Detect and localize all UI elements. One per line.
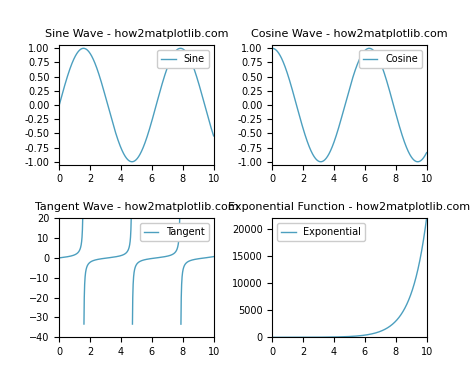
Sine xyxy=(132,159,137,163)
Tangent xyxy=(206,255,212,260)
Cosine xyxy=(277,53,283,58)
Cosine xyxy=(419,157,425,162)
Cosine xyxy=(318,160,324,164)
Title: Tangent Wave - how2matplotlib.com: Tangent Wave - how2matplotlib.com xyxy=(35,202,238,212)
Sine xyxy=(56,103,62,107)
Cosine xyxy=(391,104,397,109)
Tangent xyxy=(56,255,62,260)
Tangent xyxy=(206,255,212,260)
Sine xyxy=(64,75,70,80)
Cosine xyxy=(340,109,346,114)
Exponential xyxy=(269,335,275,340)
Title: Cosine Wave - how2matplotlib.com: Cosine Wave - how2matplotlib.com xyxy=(251,29,448,39)
Legend: Exponential: Exponential xyxy=(277,223,365,241)
Tangent xyxy=(64,255,70,259)
Exponential xyxy=(391,321,397,325)
Sine xyxy=(129,160,135,164)
Sine xyxy=(128,159,133,164)
Exponential xyxy=(419,246,425,251)
Legend: Tangent: Tangent xyxy=(140,223,209,241)
Legend: Cosine: Cosine xyxy=(359,50,422,68)
Tangent xyxy=(211,254,217,259)
Line: Cosine: Cosine xyxy=(272,48,427,162)
Exponential xyxy=(345,334,350,339)
Exponential xyxy=(340,335,346,339)
Sine xyxy=(211,134,217,138)
Exponential xyxy=(424,216,429,220)
Sine xyxy=(206,119,212,124)
Line: Sine: Sine xyxy=(59,48,214,162)
Cosine xyxy=(419,157,425,162)
Tangent xyxy=(131,268,137,273)
Tangent xyxy=(128,238,133,242)
Legend: Sine: Sine xyxy=(157,50,209,68)
Cosine xyxy=(424,150,429,155)
Exponential xyxy=(277,335,283,340)
Exponential xyxy=(419,246,425,251)
Cosine xyxy=(345,94,350,99)
Title: Sine Wave - how2matplotlib.com: Sine Wave - how2matplotlib.com xyxy=(45,29,228,39)
Sine xyxy=(178,46,184,51)
Line: Tangent: Tangent xyxy=(59,179,214,324)
Line: Exponential: Exponential xyxy=(272,218,427,337)
Sine xyxy=(81,46,86,50)
Sine xyxy=(207,119,212,124)
Cosine xyxy=(269,46,275,50)
Title: Exponential Function - how2matplotlib.com: Exponential Function - how2matplotlib.co… xyxy=(228,202,471,212)
